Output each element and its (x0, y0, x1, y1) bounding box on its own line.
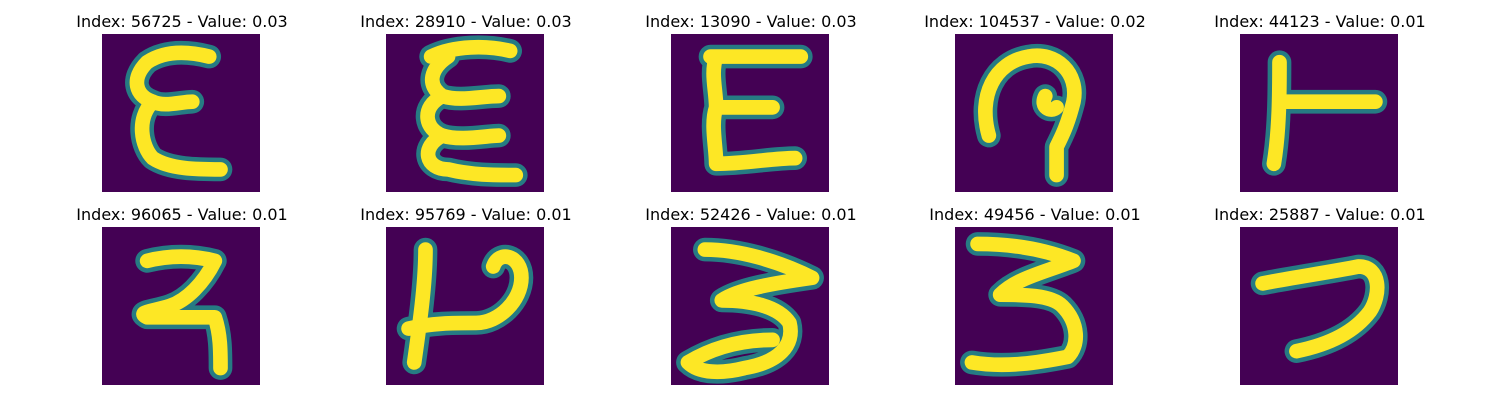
panel-title: Index: 13090 - Value: 0.03 (645, 12, 857, 31)
handwritten-glyph-image (671, 227, 829, 385)
handwritten-glyph-image (386, 227, 544, 385)
panel-title: Index: 56725 - Value: 0.03 (76, 12, 288, 31)
panel-title: Index: 49456 - Value: 0.01 (929, 205, 1141, 224)
handwritten-glyph-image (955, 227, 1113, 385)
grid-panel-3: Index: 13090 - Value: 0.03 (631, 12, 871, 192)
grid-panel-8: Index: 52426 - Value: 0.01 (631, 205, 871, 385)
handwritten-glyph-image (1240, 34, 1398, 192)
grid-panel-4: Index: 104537 - Value: 0.02 (915, 12, 1155, 192)
handwritten-glyph-image (955, 34, 1113, 192)
grid-panel-5: Index: 44123 - Value: 0.01 (1200, 12, 1440, 192)
grid-panel-7: Index: 95769 - Value: 0.01 (346, 205, 586, 385)
panel-title: Index: 104537 - Value: 0.02 (924, 12, 1146, 31)
grid-panel-6: Index: 96065 - Value: 0.01 (62, 205, 302, 385)
panel-title: Index: 28910 - Value: 0.03 (360, 12, 572, 31)
panel-title: Index: 96065 - Value: 0.01 (76, 205, 288, 224)
panel-title: Index: 52426 - Value: 0.01 (645, 205, 857, 224)
grid-panel-2: Index: 28910 - Value: 0.03 (346, 12, 586, 192)
panel-title: Index: 95769 - Value: 0.01 (360, 205, 572, 224)
grid-panel-1: Index: 56725 - Value: 0.03 (62, 12, 302, 192)
grid-panel-10: Index: 25887 - Value: 0.01 (1200, 205, 1440, 385)
handwritten-glyph-image (671, 34, 829, 192)
grid-panel-9: Index: 49456 - Value: 0.01 (915, 205, 1155, 385)
handwritten-glyph-image (102, 227, 260, 385)
handwritten-glyph-image (386, 34, 544, 192)
panel-title: Index: 25887 - Value: 0.01 (1214, 205, 1426, 224)
handwritten-glyph-image (102, 34, 260, 192)
handwritten-glyph-image (1240, 227, 1398, 385)
panel-title: Index: 44123 - Value: 0.01 (1214, 12, 1426, 31)
